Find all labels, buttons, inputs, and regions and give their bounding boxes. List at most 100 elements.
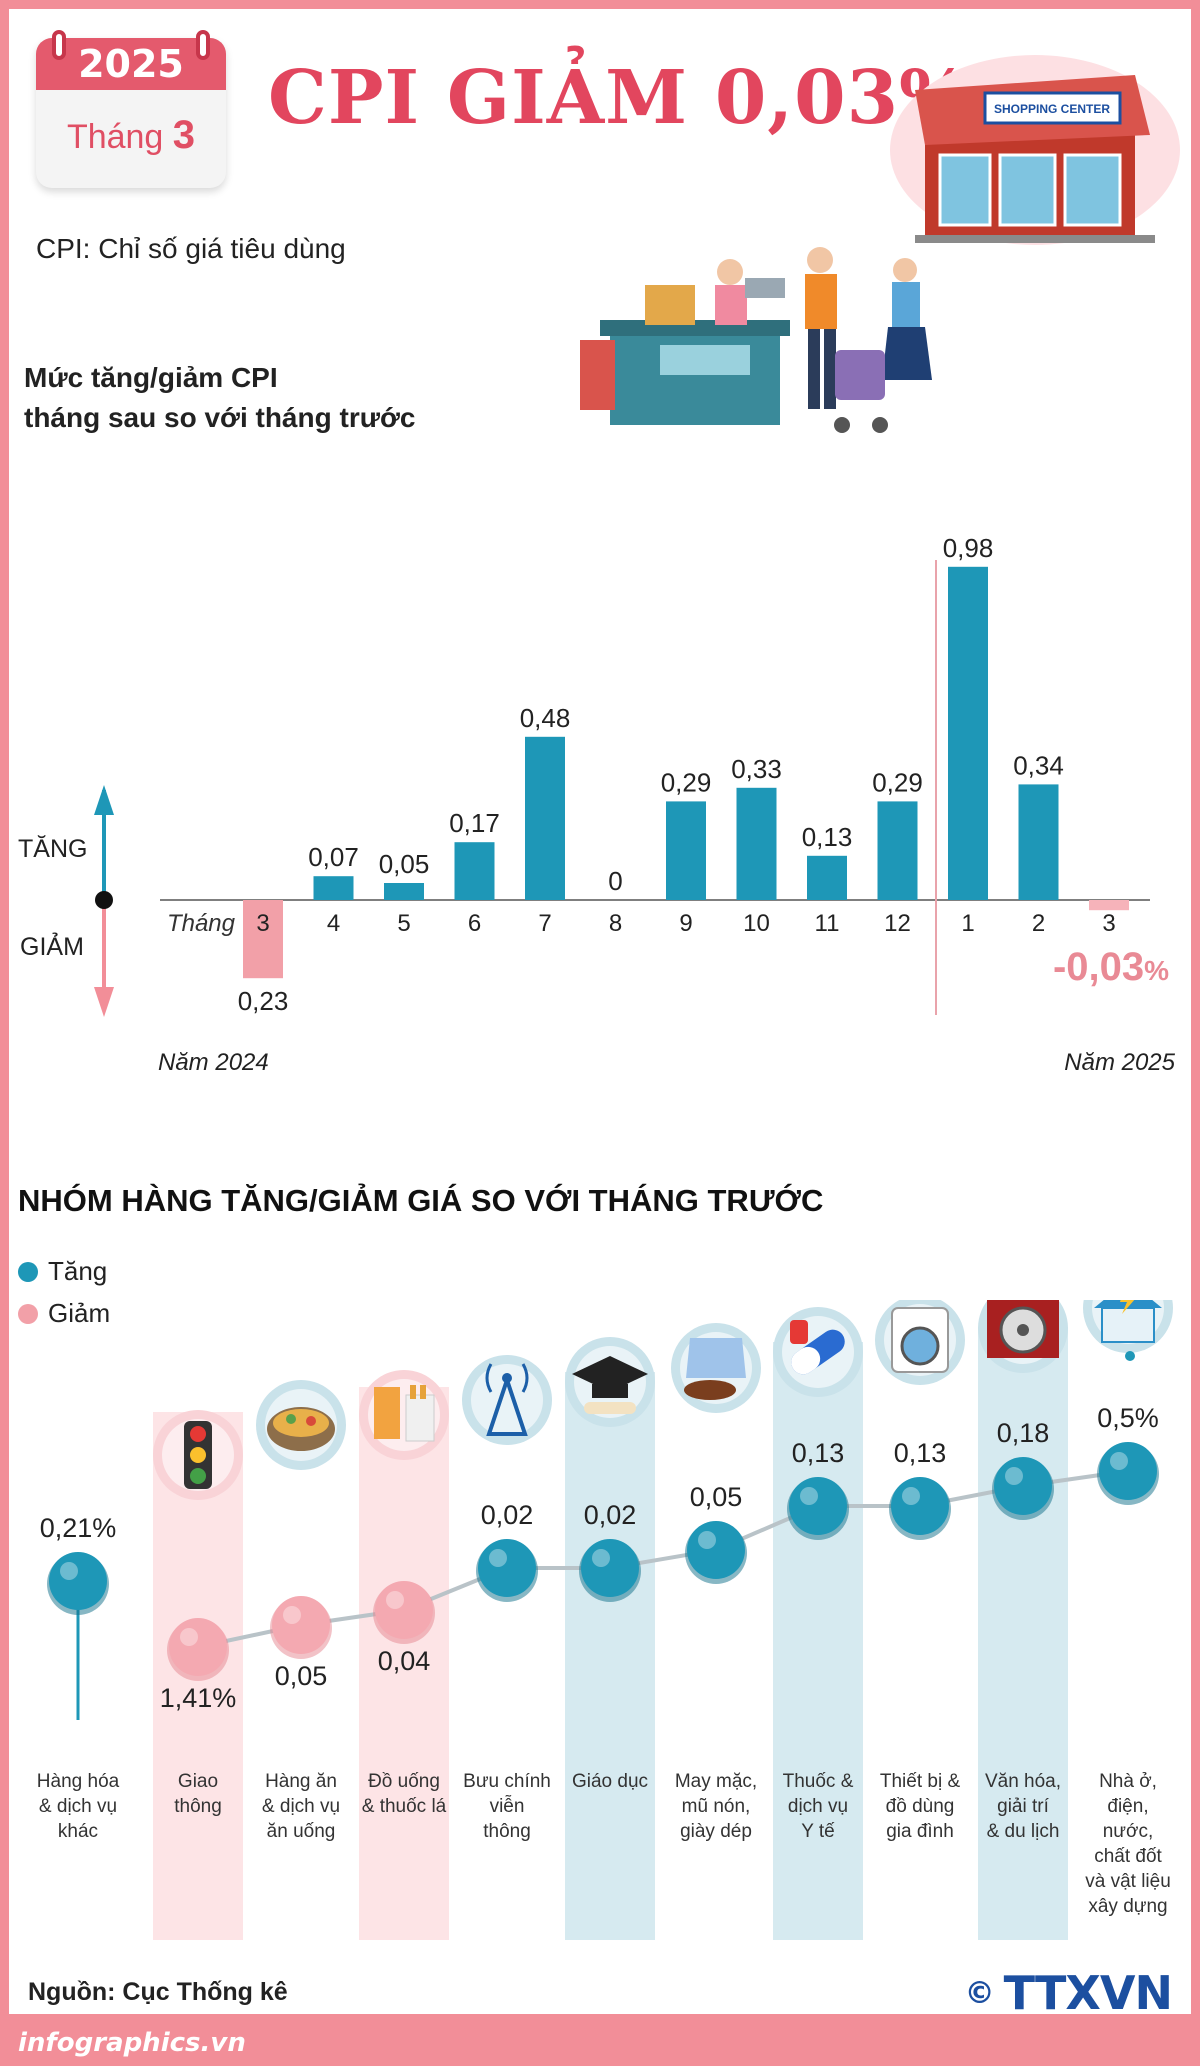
shopping-center-icon: SHOPPING CENTER: [885, 35, 1185, 245]
value-label: 0,05: [379, 849, 430, 879]
calendar-icon: 2025 Tháng 3: [36, 38, 226, 188]
bar-month-7-2024: [525, 737, 565, 900]
group-value-label: 0,13: [792, 1438, 845, 1468]
group-category-label: Hàng ăn & dịch vụ ăn uống: [262, 1771, 340, 1842]
group-value-label: 0,05: [690, 1482, 743, 1512]
ttxvn-logo: © TTXVN: [965, 1966, 1172, 2020]
month-tick-label: 6: [468, 910, 481, 937]
up-arrow-icon: [94, 785, 114, 815]
month-tick-label: 7: [538, 910, 551, 937]
section-1-line-1: Mức tăng/giảm CPI: [24, 358, 415, 398]
clothes-shoes-icon: [671, 1323, 761, 1413]
group-value-label: 0,13: [894, 1438, 947, 1468]
calendar-ring-icon: [52, 30, 66, 60]
legend-increase-dot: [18, 1262, 38, 1282]
group-band: [773, 1342, 863, 1940]
group-category-label: Nhà ở, điện, nước, chất đốt và vật liệu xây d…: [1085, 1771, 1171, 1917]
month-tick-label: 9: [679, 910, 692, 937]
footer-site: infographics.vn: [18, 2028, 246, 2058]
month-tick-label: 3: [256, 910, 269, 937]
bar-month-12-2024: [878, 801, 918, 900]
bar-month-6-2024: [455, 842, 495, 900]
calendar-month: Tháng 3: [36, 90, 226, 182]
value-label-highlight: -0,03%: [1053, 945, 1169, 989]
group-point: [685, 1521, 747, 1584]
month-prefix-label: Tháng: [167, 910, 236, 937]
group-value-label: 0,02: [481, 1500, 534, 1530]
group-point: [47, 1552, 109, 1615]
group-value-label: 0,02: [584, 1500, 637, 1530]
cashier-scene-icon: [580, 240, 940, 440]
subtitle: CPI: Chỉ số giá tiêu dùng: [36, 233, 346, 265]
month-tick-label: 2: [1032, 910, 1045, 937]
group-category-label: May mặc, mũ nón, giày dép: [675, 1771, 757, 1842]
month-value: 3: [173, 113, 195, 157]
group-chart: 0,21% 1,41% 0,05 0,04 0,02 0,02 0,05 0,13 0,13 0,…: [0, 1300, 1200, 1960]
group-point: [889, 1477, 951, 1540]
group-point: [476, 1539, 538, 1602]
month-tick-label: 10: [743, 910, 770, 937]
value-label: 0,34: [1013, 750, 1064, 780]
calendar-ring-icon: [196, 30, 210, 60]
value-label: 0,23: [238, 986, 289, 1016]
graduation-cap-icon: [565, 1337, 655, 1427]
month-tick-label: 5: [397, 910, 410, 937]
group-point: [1097, 1442, 1159, 1505]
store-sign: SHOPPING CENTER: [994, 102, 1110, 116]
down-arrow-icon: [94, 987, 114, 1017]
section-2-title: NHÓM HÀNG TĂNG/GIẢM GIÁ SO VỚI THÁNG TRƯ…: [18, 1183, 823, 1219]
value-label: 0,29: [661, 767, 712, 797]
group-band: [565, 1372, 655, 1940]
value-label: 0,17: [449, 808, 500, 838]
value-label: 0,07: [308, 842, 359, 872]
pill-icon: [773, 1307, 863, 1397]
month-tick-label: 12: [884, 910, 911, 937]
month-tick-label: 3: [1102, 910, 1115, 937]
value-label: 0,33: [731, 754, 782, 784]
year-left-label: Năm 2024: [158, 1049, 269, 1076]
bar-month-5-2024: [384, 883, 424, 900]
section-1-title: Mức tăng/giảm CPI tháng sau so với tháng…: [24, 358, 415, 438]
section-1-line-2: tháng sau so với tháng trước: [24, 398, 415, 438]
source-note: Nguồn: Cục Thống kê: [28, 1978, 288, 2007]
group-value-label: 0,04: [378, 1646, 431, 1676]
value-label: 0,13: [802, 822, 853, 852]
value-label: 0: [608, 866, 622, 896]
month-tick-label: 4: [327, 910, 340, 937]
antenna-icon: [462, 1355, 552, 1445]
drink-cigarette-icon: [359, 1370, 449, 1460]
bar-month-4-2024: [314, 876, 354, 900]
house-plug-icon: [1083, 1300, 1173, 1361]
washing-machine-icon: [875, 1300, 965, 1385]
value-label: 0,98: [943, 533, 994, 563]
group-value-label: 0,05: [275, 1661, 328, 1691]
year-right-label: Năm 2025: [1064, 1049, 1175, 1076]
value-label: 0,29: [872, 767, 923, 797]
month-tick-label: 11: [815, 910, 840, 937]
bar-month-11-2024: [807, 856, 847, 900]
bar-month-9-2024: [666, 801, 706, 900]
group-category-label: Hàng hóa & dịch vụ khác: [37, 1771, 120, 1842]
group-category-label: Giáo dục: [572, 1771, 648, 1792]
legend-increase-label: Tăng: [48, 1256, 107, 1286]
decrease-axis-label: GIẢM: [20, 931, 84, 961]
bar-month-2-2025: [1019, 784, 1059, 900]
group-category-label: Thiết bị & đồ dùng gia đình: [880, 1771, 961, 1842]
group-value-label: 0,21%: [40, 1513, 117, 1543]
month-tick-label: 8: [609, 910, 622, 937]
group-point: [270, 1596, 332, 1659]
traffic-light-icon: [153, 1410, 243, 1500]
month-label: Tháng: [67, 118, 163, 156]
page-title: CPI GIẢM 0,03%: [268, 55, 970, 141]
logo-text: TTXVN: [1004, 1966, 1172, 2020]
cpi-bar-chart: TĂNG GIẢM Tháng Năm 2024 Năm 2025 3 0,23 4 0,07…: [0, 500, 1200, 1100]
group-value-label: 0,18: [997, 1418, 1050, 1448]
bar-month-3-2025: [1089, 900, 1129, 910]
percent-suffix: %: [1144, 955, 1169, 986]
group-value-label: 1,41%: [160, 1683, 237, 1713]
food-bowl-icon: [256, 1380, 346, 1470]
increase-axis-label: TĂNG: [18, 834, 87, 863]
value-label: 0,48: [520, 703, 571, 733]
axis-origin-dot: [95, 891, 113, 909]
group-value-label: 0,5%: [1097, 1403, 1159, 1433]
